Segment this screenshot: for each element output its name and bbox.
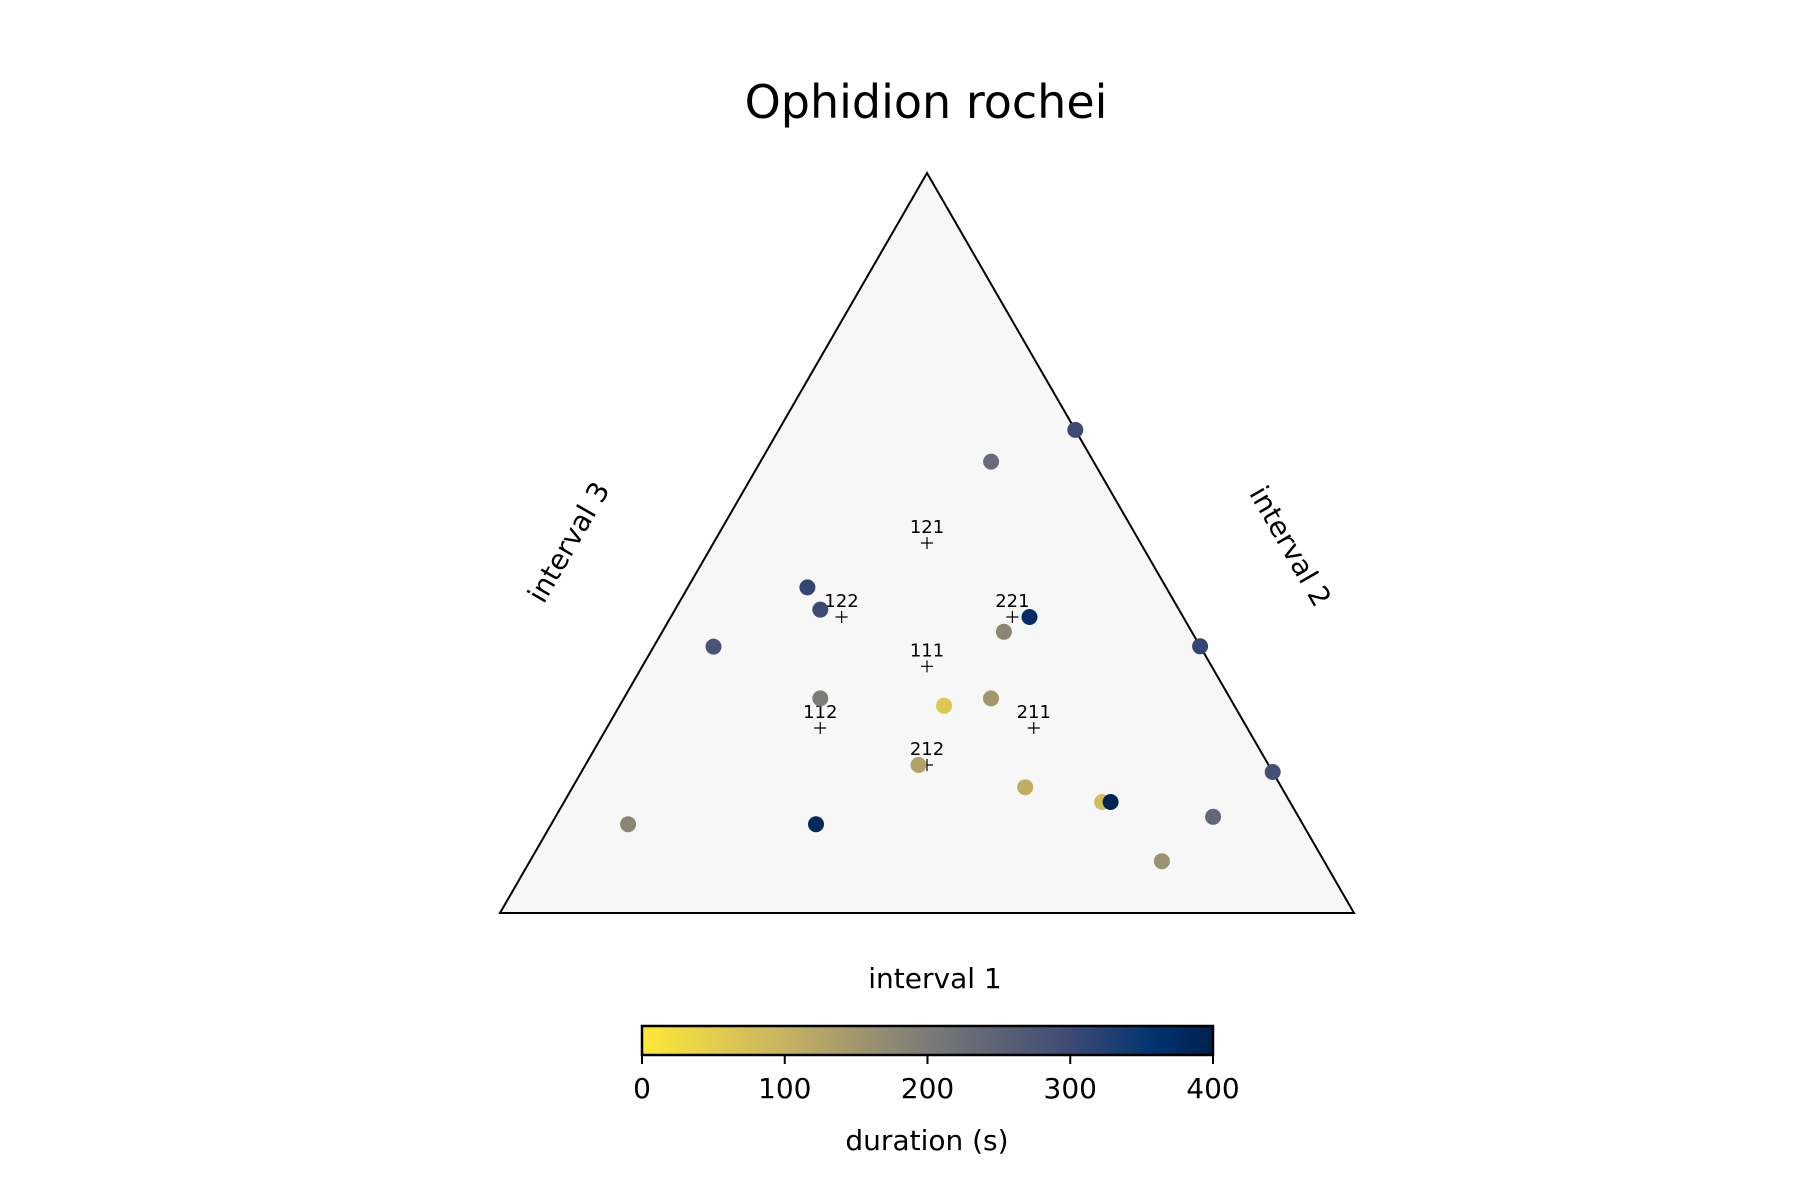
colorbar-tick-label: 300 bbox=[1044, 1072, 1097, 1105]
data-point bbox=[812, 690, 829, 707]
data-point bbox=[1102, 794, 1119, 810]
reference-marker bbox=[1027, 722, 1040, 734]
colorbar-tick-label: 200 bbox=[901, 1072, 954, 1105]
reference-label: 112 bbox=[803, 702, 837, 723]
data-point bbox=[1021, 609, 1038, 625]
data-point bbox=[1017, 779, 1034, 796]
reference-marker bbox=[1006, 611, 1019, 623]
colorbar-tick-label: 400 bbox=[1186, 1072, 1239, 1105]
reference-label: 221 bbox=[995, 591, 1029, 612]
data-point bbox=[910, 757, 927, 773]
reference-markers: 111 121 122 221 112 211 212 bbox=[803, 517, 1051, 771]
reference-label: 122 bbox=[824, 591, 858, 612]
data-point bbox=[995, 623, 1012, 640]
axis-label-left: interval 3 bbox=[521, 476, 616, 608]
data-point bbox=[1067, 421, 1084, 438]
reference-label: 121 bbox=[910, 517, 944, 538]
data-point bbox=[812, 601, 829, 618]
axis-label-bottom: interval 1 bbox=[868, 962, 1001, 995]
axis-label-right: interval 2 bbox=[1243, 480, 1338, 612]
data-point bbox=[799, 579, 816, 596]
data-point bbox=[808, 816, 824, 833]
data-point bbox=[1264, 764, 1281, 780]
data-point bbox=[705, 638, 722, 655]
data-point bbox=[1192, 638, 1209, 655]
colorbar-tick-label: 100 bbox=[758, 1072, 811, 1105]
reference-marker bbox=[921, 660, 933, 673]
reference-marker bbox=[835, 611, 848, 623]
colorbar-label: duration (s) bbox=[845, 1124, 1008, 1157]
data-point bbox=[936, 697, 953, 714]
data-point bbox=[983, 690, 999, 707]
colorbar-tick-label: 0 bbox=[633, 1072, 651, 1105]
colorbar-ticks: 0 100 200 300 400 bbox=[633, 1055, 1240, 1105]
chart-title: Ophidion rochei bbox=[745, 75, 1108, 129]
reference-label: 111 bbox=[910, 640, 944, 661]
data-points bbox=[620, 421, 1281, 870]
data-point bbox=[983, 453, 1000, 470]
colorbar bbox=[640, 1024, 1215, 1057]
reference-label: 211 bbox=[1017, 702, 1051, 723]
data-point bbox=[620, 816, 637, 833]
data-point bbox=[1153, 853, 1170, 870]
reference-marker bbox=[921, 537, 933, 549]
reference-marker bbox=[814, 722, 827, 734]
reference-label: 212 bbox=[910, 739, 944, 760]
data-point bbox=[1205, 808, 1222, 825]
